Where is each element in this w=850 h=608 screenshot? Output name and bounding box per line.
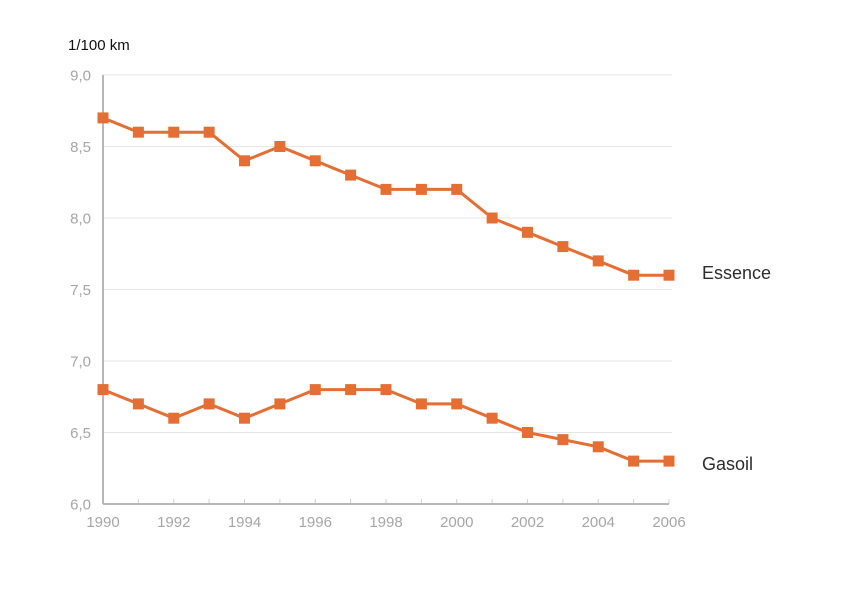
series-line-essence	[101, 116, 671, 277]
data-point-marker	[274, 141, 286, 152]
svg-text:7,5: 7,5	[70, 282, 91, 299]
series-label-gasoil: Gasoil	[702, 454, 754, 474]
data-point-marker	[557, 241, 569, 253]
svg-text:9,0: 9,0	[70, 67, 91, 84]
svg-text:8,0: 8,0	[70, 210, 91, 227]
series-label-essence: Essence	[702, 263, 772, 283]
svg-text:7,0: 7,0	[70, 353, 91, 370]
data-point-marker	[97, 112, 109, 124]
data-point-marker	[592, 255, 604, 267]
svg-text:6,0: 6,0	[70, 496, 91, 513]
data-point-marker	[663, 455, 675, 467]
y-axis-labels: 6,0 6,5 7,0 7,5 8,0 8,5 9,0	[70, 67, 91, 513]
data-point-marker	[451, 183, 463, 195]
series-gasoil	[97, 384, 675, 467]
data-point-marker	[486, 412, 498, 424]
data-point-marker	[132, 126, 144, 138]
data-point-marker	[415, 183, 427, 195]
data-point-marker	[203, 126, 215, 138]
data-point-marker	[309, 384, 321, 396]
svg-text:2000: 2000	[440, 514, 473, 531]
data-point-marker	[345, 169, 357, 181]
data-point-marker	[663, 269, 675, 281]
data-point-marker	[239, 155, 250, 167]
svg-text:1990: 1990	[86, 514, 119, 531]
series-essence	[97, 112, 675, 281]
data-point-marker	[97, 384, 109, 396]
data-point-marker	[380, 384, 392, 396]
data-point-marker	[557, 434, 569, 446]
data-point-marker	[168, 412, 180, 424]
data-point-marker	[274, 398, 286, 410]
svg-text:6,5: 6,5	[70, 425, 91, 442]
data-point-marker	[239, 412, 250, 424]
data-point-marker	[592, 441, 604, 453]
y-axis-unit-label: 1/100 km	[68, 37, 130, 54]
data-point-marker	[522, 226, 533, 238]
svg-text:2006: 2006	[652, 514, 685, 531]
data-point-marker	[132, 398, 144, 410]
data-point-marker	[380, 183, 392, 195]
data-point-marker	[415, 398, 427, 410]
data-point-marker	[522, 427, 533, 438]
svg-text:1992: 1992	[157, 514, 190, 531]
data-point-marker	[345, 384, 357, 396]
data-point-marker	[168, 126, 180, 138]
data-point-marker	[486, 212, 498, 224]
svg-text:1994: 1994	[228, 514, 261, 531]
data-point-marker	[309, 155, 321, 167]
svg-text:1996: 1996	[299, 514, 332, 531]
data-point-marker	[628, 455, 640, 467]
y-gridlines	[103, 74, 672, 433]
svg-text:2004: 2004	[582, 514, 615, 531]
svg-text:2002: 2002	[511, 514, 544, 531]
series-line-gasoil	[101, 388, 671, 463]
data-point-marker	[203, 398, 215, 410]
svg-text:8,5: 8,5	[70, 139, 91, 156]
axis-lines	[102, 75, 669, 505]
x-axis-labels: 1990 1992 1994 1996 1998 2000 2002 2004 2006	[86, 514, 685, 531]
svg-text:1998: 1998	[369, 514, 402, 531]
data-point-marker	[451, 398, 463, 410]
data-point-marker	[628, 269, 640, 281]
